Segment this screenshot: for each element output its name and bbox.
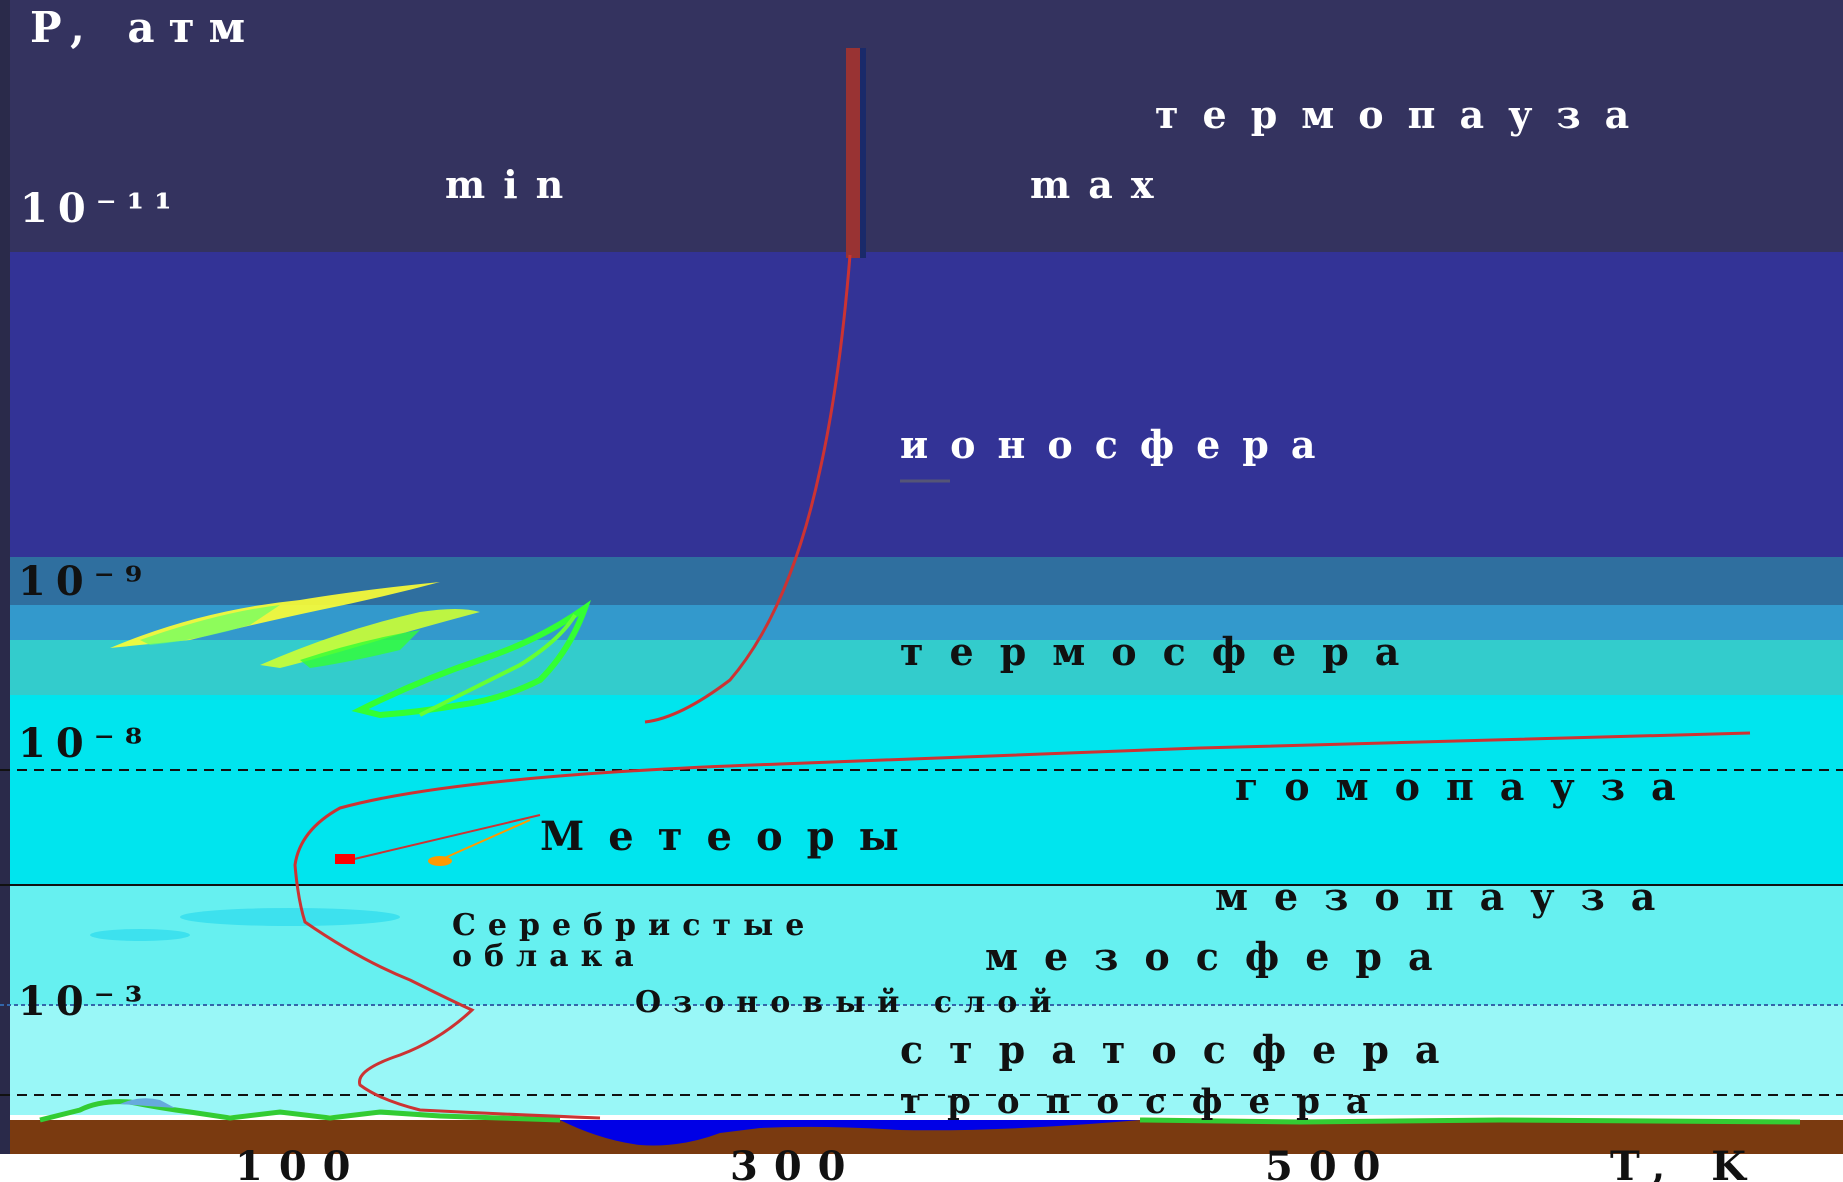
meteors-label: Метеоры bbox=[540, 813, 923, 860]
x-axis-label: T, K bbox=[1610, 1143, 1762, 1182]
thermopause-bar-icon bbox=[846, 48, 862, 258]
aurora-icon bbox=[110, 582, 592, 719]
meteor-trail-red bbox=[349, 814, 541, 861]
layer-ionosphere: ионосфера bbox=[900, 422, 1337, 467]
layer-stratosphere: стратосфера bbox=[900, 1027, 1466, 1072]
band-stratosphere bbox=[10, 1005, 1843, 1115]
bottom-axis-bar bbox=[0, 1154, 1843, 1182]
left-frame bbox=[0, 0, 10, 1160]
mountain-snow bbox=[120, 1098, 175, 1108]
meteor-orange-icon bbox=[428, 856, 452, 866]
cloud-icon-small bbox=[90, 929, 190, 941]
temperature-curve-min bbox=[644, 254, 852, 724]
band-thermosphere-top bbox=[10, 557, 1843, 605]
ozone-label: Озоновый слой bbox=[635, 985, 1064, 1020]
band-thermopause bbox=[10, 0, 1843, 252]
x-tick-2: 300 bbox=[730, 1143, 862, 1182]
layer-troposphere: тропосфера bbox=[900, 1082, 1394, 1122]
clouds-label-line2: облака bbox=[452, 939, 646, 974]
layer-homopause: гомопауза bbox=[1235, 764, 1702, 809]
min-label: min bbox=[445, 162, 581, 207]
ocean bbox=[560, 1120, 1140, 1146]
y-tick-3: 10⁻⁸ bbox=[18, 720, 152, 767]
layer-mesosphere: мезосфера bbox=[985, 934, 1459, 979]
layer-thermopause: термопауза bbox=[1155, 92, 1653, 137]
thermopause-bar-edge bbox=[860, 48, 866, 258]
band-ionosphere bbox=[10, 252, 1843, 557]
max-label: max bbox=[1030, 162, 1172, 207]
x-tick-3: 500 bbox=[1265, 1143, 1397, 1182]
layer-thermosphere: термосфера bbox=[900, 629, 1425, 674]
y-axis-label: P, атм bbox=[30, 3, 259, 52]
y-tick-2: 10⁻⁹ bbox=[18, 558, 152, 605]
meteor-trail-orange bbox=[439, 819, 531, 861]
y-tick-4: 10⁻³ bbox=[18, 978, 152, 1025]
temperature-curve-low bbox=[293, 731, 1751, 1120]
band-mesosphere bbox=[10, 885, 1843, 1005]
x-tick-1: 100 bbox=[235, 1143, 367, 1182]
clouds-label-line1: Серебристые bbox=[452, 908, 816, 943]
y-tick-1: 10⁻¹¹ bbox=[20, 185, 182, 232]
meteor-red-icon bbox=[335, 854, 355, 864]
cloud-icon bbox=[180, 908, 400, 926]
band-upper-cyan bbox=[10, 695, 1843, 885]
layer-mesopause: мезопауза bbox=[1215, 874, 1681, 919]
